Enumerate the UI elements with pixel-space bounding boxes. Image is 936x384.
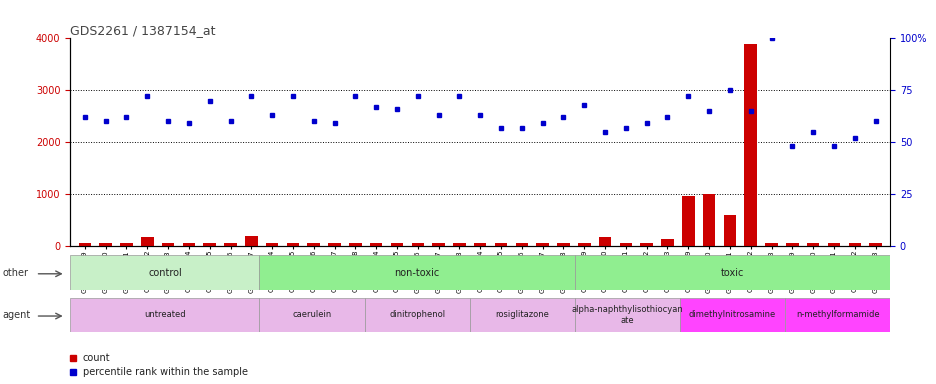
Bar — [349, 243, 361, 246]
Bar — [390, 243, 402, 246]
Bar — [681, 196, 694, 246]
Bar — [494, 243, 506, 246]
Bar — [578, 243, 590, 246]
Bar — [259, 298, 364, 332]
Bar — [224, 243, 237, 246]
Bar — [141, 237, 154, 246]
Bar — [99, 243, 111, 246]
Bar — [70, 298, 259, 332]
Text: alpha-naphthylisothiocyan
ate: alpha-naphthylisothiocyan ate — [571, 305, 682, 324]
Bar — [328, 243, 341, 246]
Text: n-methylformamide: n-methylformamide — [795, 310, 879, 319]
Bar — [79, 243, 91, 246]
Bar — [619, 243, 632, 246]
Bar — [557, 243, 569, 246]
Bar — [453, 243, 465, 246]
Bar — [411, 243, 424, 246]
Bar — [598, 237, 610, 246]
Text: count: count — [82, 353, 110, 363]
Bar — [474, 243, 486, 246]
Text: caerulein: caerulein — [292, 310, 331, 319]
Bar — [364, 298, 469, 332]
Text: dimethylnitrosamine: dimethylnitrosamine — [688, 310, 775, 319]
Bar — [785, 243, 797, 246]
Text: rosiglitazone: rosiglitazone — [495, 310, 548, 319]
Bar — [183, 243, 195, 246]
Text: percentile rank within the sample: percentile rank within the sample — [82, 366, 247, 377]
Bar — [869, 243, 881, 246]
Bar — [744, 43, 756, 246]
Bar — [120, 243, 133, 246]
Bar — [661, 239, 673, 246]
Text: untreated: untreated — [144, 310, 185, 319]
Text: non-toxic: non-toxic — [394, 268, 439, 278]
Bar — [702, 194, 714, 246]
Text: toxic: toxic — [720, 268, 743, 278]
Text: control: control — [148, 268, 182, 278]
Bar — [469, 298, 574, 332]
Text: agent: agent — [3, 310, 31, 320]
Bar — [515, 243, 528, 246]
Bar — [259, 255, 574, 290]
Bar — [266, 243, 278, 246]
Bar — [370, 243, 382, 246]
Bar — [765, 243, 777, 246]
Text: GDS2261 / 1387154_at: GDS2261 / 1387154_at — [70, 24, 215, 37]
Bar — [286, 243, 299, 246]
Bar — [826, 243, 840, 246]
Bar — [203, 243, 215, 246]
Bar — [307, 243, 319, 246]
Bar — [574, 255, 889, 290]
Bar — [806, 243, 818, 246]
Bar — [431, 243, 445, 246]
Bar — [680, 298, 784, 332]
Text: dinitrophenol: dinitrophenol — [388, 310, 445, 319]
Bar — [574, 298, 680, 332]
Bar — [848, 243, 860, 246]
Bar — [535, 243, 548, 246]
Bar — [784, 298, 889, 332]
Bar — [723, 215, 736, 246]
Bar — [245, 237, 257, 246]
Text: other: other — [3, 268, 29, 278]
Bar — [70, 255, 259, 290]
Bar — [640, 243, 652, 246]
Bar — [162, 243, 174, 246]
